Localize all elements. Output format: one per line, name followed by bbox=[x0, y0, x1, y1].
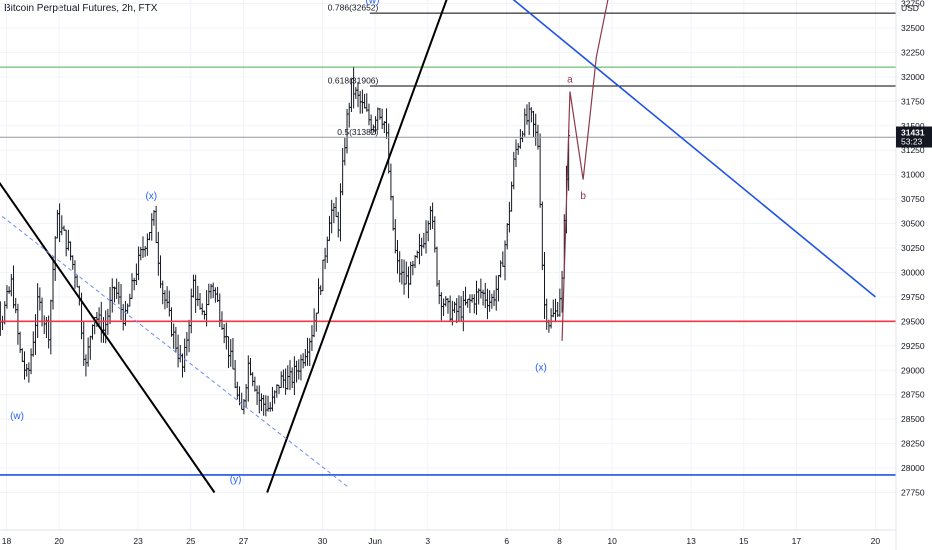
time-tick-label: 27 bbox=[239, 536, 249, 546]
wave-label: (y) bbox=[230, 475, 242, 486]
chart-title: Bitcoin Perpetual Futures, 2h, FTX bbox=[4, 3, 158, 14]
price-tag-countdown: 53:23 bbox=[901, 136, 923, 146]
horizontal-levels[interactable]: 0.786(32652) 0.618(31906) 0.5(31382) bbox=[0, 3, 896, 476]
price-tag-background bbox=[896, 126, 932, 148]
trend-line bbox=[0, 213, 350, 489]
fib-level-label: 0.786(32652) bbox=[328, 3, 379, 13]
wave-label: b bbox=[580, 191, 586, 202]
price-tick-label: 28000 bbox=[901, 463, 925, 473]
price-tick-label: 31500 bbox=[901, 121, 925, 131]
price-tick-label: 29750 bbox=[901, 292, 925, 302]
price-tick-label: 30250 bbox=[901, 243, 925, 253]
trend-line bbox=[512, 0, 876, 298]
time-tick-label: 10 bbox=[607, 536, 617, 546]
time-tick-label: 23 bbox=[133, 536, 143, 546]
price-tick-label: 29000 bbox=[901, 365, 925, 375]
wave-label: (w) bbox=[366, 0, 380, 7]
fib-level-label: 0.5(31382) bbox=[337, 127, 378, 137]
fib-level-label: 0.618(31906) bbox=[328, 76, 379, 86]
price-tick-label: 28750 bbox=[901, 390, 925, 400]
price-tick-label: 31000 bbox=[901, 170, 925, 180]
plot-area[interactable]: 0.786(32652) 0.618(31906) 0.5(31382) (w) (x)… bbox=[0, 0, 896, 494]
price-tick-label: 30000 bbox=[901, 267, 925, 277]
currency-label: USD bbox=[901, 3, 919, 13]
trend-line bbox=[266, 0, 448, 493]
price-tick-label: 29250 bbox=[901, 341, 925, 351]
gridlines bbox=[0, 0, 896, 530]
price-tick-label: 27750 bbox=[901, 488, 925, 498]
wave-label: a bbox=[567, 75, 573, 86]
time-tick-label: 17 bbox=[792, 536, 802, 546]
time-tick-label: 30 bbox=[318, 536, 328, 546]
price-tick-label: 32250 bbox=[901, 47, 925, 57]
price-tick-label: 32750 bbox=[901, 0, 925, 9]
ohlc-bars bbox=[0, 66, 571, 417]
price-tick-label: 28250 bbox=[901, 439, 925, 449]
price-tick-label: 30750 bbox=[901, 194, 925, 204]
time-tick-label: 20 bbox=[871, 536, 881, 546]
price-axis[interactable]: USD 27750 28000 28250 28500 28750 29000 29250 29… bbox=[895, 0, 925, 550]
price-tick-label: 29500 bbox=[901, 316, 925, 326]
time-tick-label: 8 bbox=[557, 536, 562, 546]
time-axis[interactable]: 18 20 23 25 27 30 Jun 3 6 8 10 13 15 17 20 bbox=[0, 529, 896, 546]
wave-label: (w) bbox=[10, 411, 24, 422]
time-tick-label: 3 bbox=[425, 536, 430, 546]
time-tick-label: 6 bbox=[504, 536, 509, 546]
wave-label: (x) bbox=[145, 191, 157, 202]
time-tick-label: Jun bbox=[368, 536, 382, 546]
time-tick-label: 15 bbox=[739, 536, 749, 546]
wave-label: (x) bbox=[535, 362, 547, 373]
time-tick-label: 25 bbox=[186, 536, 196, 546]
price-tick-label: 32500 bbox=[901, 23, 925, 33]
time-tick-label: 18 bbox=[2, 536, 12, 546]
wave-labels: (w) (x) (y) (w) (x) a b bbox=[10, 0, 586, 486]
price-tag-value: 31431 bbox=[901, 127, 925, 137]
price-tick-label: 31250 bbox=[901, 145, 925, 155]
time-tick-label: 20 bbox=[54, 536, 64, 546]
price-tick-label: 28500 bbox=[901, 414, 925, 424]
trend-line bbox=[0, 181, 216, 494]
wave-projection-path[interactable] bbox=[561, 0, 612, 341]
price-tick-label: 32000 bbox=[901, 72, 925, 82]
price-tick-label: 30500 bbox=[901, 219, 925, 229]
price-tick-label: 31750 bbox=[901, 96, 925, 106]
time-tick-label: 13 bbox=[686, 536, 696, 546]
trend-lines[interactable] bbox=[0, 0, 876, 494]
